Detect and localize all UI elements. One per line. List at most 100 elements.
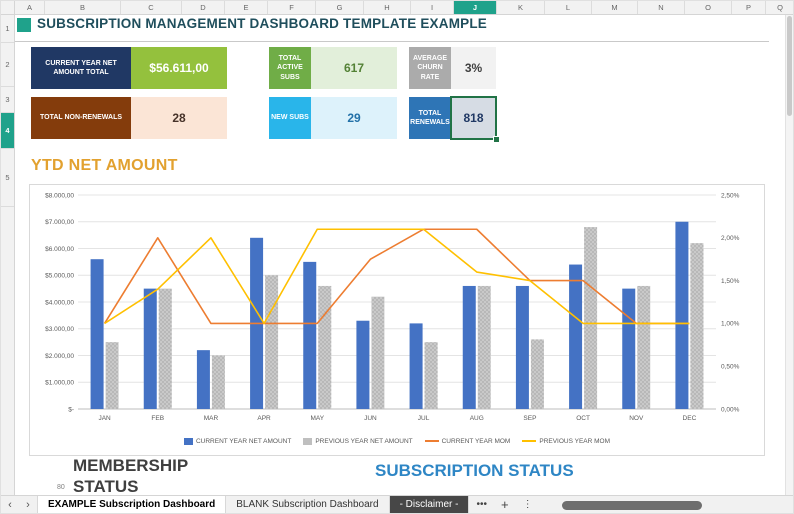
subscription-status-title: SUBSCRIPTION STATUS xyxy=(375,461,574,480)
vertical-scrollbar-thumb[interactable] xyxy=(787,16,792,116)
kpi-total-non-renewals-label[interactable]: TOTAL NON-RENEWALS xyxy=(31,97,131,139)
column-header-k[interactable]: K xyxy=(497,1,545,14)
tab-example-subscription-dashboard[interactable]: EXAMPLE Subscription Dashboard xyxy=(37,496,227,513)
svg-text:$1.000,00: $1.000,00 xyxy=(45,380,74,387)
column-header-j[interactable]: J xyxy=(454,1,497,14)
column-header-m[interactable]: M xyxy=(592,1,638,14)
column-header-a[interactable]: A xyxy=(15,1,45,14)
more-tabs-button[interactable]: ••• xyxy=(476,499,487,510)
ytd-net-amount-chart[interactable]: $8.000,00 $7.000,00 $6.000,00 $5.000,00 $4.0… xyxy=(29,184,765,456)
svg-text:$6.000,00: $6.000,00 xyxy=(45,246,74,253)
tab-disclaimer[interactable]: - Disclaimer - xyxy=(389,496,470,513)
kpi-average-churn-rate-label[interactable]: AVERAGE CHURN RATE xyxy=(409,47,451,89)
svg-text:0,50%: 0,50% xyxy=(721,364,740,371)
legend-label: PREVIOUS YEAR NET AMOUNT xyxy=(315,437,413,445)
svg-text:$3.000,00: $3.000,00 xyxy=(45,326,74,333)
kpi-new-subs-value[interactable]: 29 xyxy=(311,97,397,139)
sheet-tab-bar: ‹ › EXAMPLE Subscription Dashboard BLANK… xyxy=(1,495,793,513)
title-underline xyxy=(15,41,769,42)
sheet-menu-button[interactable]: ⋮ xyxy=(522,499,533,510)
svg-text:DEC: DEC xyxy=(683,415,697,422)
legend-item: CURRENT YEAR NET AMOUNT xyxy=(183,437,292,445)
svg-text:2,00%: 2,00% xyxy=(721,235,740,242)
kpi-total-renewals-label[interactable]: TOTAL RENEWALS xyxy=(409,97,451,139)
svg-text:MAR: MAR xyxy=(204,415,219,422)
legend-marker-icon xyxy=(303,437,313,445)
column-header-f[interactable]: F xyxy=(268,1,316,14)
title-accent-cell[interactable] xyxy=(17,18,31,32)
horizontal-scrollbar[interactable] xyxy=(548,501,781,510)
svg-text:JUL: JUL xyxy=(418,415,430,422)
ytd-net-amount-title: YTD NET AMOUNT xyxy=(31,157,178,174)
legend-marker-icon xyxy=(183,437,193,445)
chart-legend: CURRENT YEAR NET AMOUNT PREVIOUS YEAR NET… xyxy=(30,431,764,451)
column-header-c[interactable]: C xyxy=(121,1,182,14)
svg-text:2,50%: 2,50% xyxy=(721,192,740,199)
column-header-q[interactable]: Q xyxy=(766,1,793,14)
row-header-1[interactable]: 1 xyxy=(1,15,14,43)
tab-blank-subscription-dashboard[interactable]: BLANK Subscription Dashboard xyxy=(226,496,390,513)
svg-text:$7.000,00: $7.000,00 xyxy=(45,219,74,226)
kpi-total-non-renewals-value[interactable]: 28 xyxy=(131,97,227,139)
legend-item: PREVIOUS YEAR NET AMOUNT xyxy=(303,437,413,445)
partial-axis-label: 80 xyxy=(57,484,65,491)
svg-text:0,00%: 0,00% xyxy=(721,406,740,413)
selection-fill-handle[interactable] xyxy=(493,136,500,143)
vertical-scrollbar[interactable] xyxy=(785,14,793,495)
column-header-h[interactable]: H xyxy=(364,1,411,14)
add-sheet-button[interactable]: + xyxy=(500,497,509,512)
svg-text:MAY: MAY xyxy=(310,415,324,422)
membership-status-title: MEMBERSHIP STATUS xyxy=(73,456,188,496)
svg-text:$2.000,00: $2.000,00 xyxy=(45,353,74,360)
column-header-o[interactable]: O xyxy=(685,1,732,14)
svg-text:$-: $- xyxy=(68,406,74,413)
column-header-p[interactable]: P xyxy=(732,1,766,14)
sheet-nav-right-icon[interactable]: › xyxy=(26,499,30,511)
svg-text:SEP: SEP xyxy=(523,415,536,422)
select-all-corner[interactable] xyxy=(1,1,15,14)
column-header-i[interactable]: I xyxy=(411,1,454,14)
svg-text:$4.000,00: $4.000,00 xyxy=(45,299,74,306)
legend-item: PREVIOUS YEAR MOM xyxy=(522,438,610,445)
kpi-current-year-net-amount-value[interactable]: $56.611,00 xyxy=(131,47,227,89)
row-header-4[interactable]: 4 xyxy=(1,113,14,149)
svg-text:JUN: JUN xyxy=(364,415,377,422)
page-title: SUBSCRIPTION MANAGEMENT DASHBOARD TEMPLA… xyxy=(37,16,488,31)
legend-label: CURRENT YEAR MOM xyxy=(441,437,511,445)
ytd-chart-svg: $8.000,00 $7.000,00 $6.000,00 $5.000,00 $4.0… xyxy=(45,192,740,422)
kpi-total-renewals-value-selected-cell[interactable]: 818 xyxy=(450,96,497,140)
kpi-total-active-subs-label[interactable]: TOTAL ACTIVE SUBS xyxy=(269,47,311,89)
column-header-d[interactable]: D xyxy=(182,1,225,14)
row-header-5[interactable]: 5 xyxy=(1,149,14,207)
legend-label: PREVIOUS YEAR MOM xyxy=(539,437,611,445)
svg-text:FEB: FEB xyxy=(151,415,164,422)
column-header-n[interactable]: N xyxy=(638,1,685,14)
kpi-new-subs-label[interactable]: NEW SUBS xyxy=(269,97,311,139)
svg-text:$8.000,00: $8.000,00 xyxy=(45,192,74,199)
kpi-current-year-net-amount-label[interactable]: CURRENT YEAR NET AMOUNT TOTAL xyxy=(31,47,131,89)
row-header-2[interactable]: 2 xyxy=(1,43,14,87)
kpi-average-churn-rate-value[interactable]: 3% xyxy=(451,47,496,89)
svg-text:1,00%: 1,00% xyxy=(721,321,740,328)
column-header-b[interactable]: B xyxy=(45,1,121,14)
svg-text:JAN: JAN xyxy=(98,415,111,422)
svg-text:1,50%: 1,50% xyxy=(721,278,740,285)
column-header-l[interactable]: L xyxy=(545,1,592,14)
column-header-g[interactable]: G xyxy=(316,1,364,14)
svg-text:NOV: NOV xyxy=(629,415,644,422)
kpi-total-active-subs-value[interactable]: 617 xyxy=(311,47,397,89)
legend-label: CURRENT YEAR NET AMOUNT xyxy=(195,437,292,445)
legend-item: CURRENT YEAR MOM xyxy=(424,437,511,445)
sheet-nav-left-icon[interactable]: ‹ xyxy=(8,499,12,511)
svg-text:$5.000,00: $5.000,00 xyxy=(45,273,74,280)
legend-marker-icon xyxy=(424,440,439,442)
row-header-3[interactable]: 3 xyxy=(1,87,14,113)
column-header-e[interactable]: E xyxy=(225,1,268,14)
legend-marker-icon xyxy=(522,440,537,442)
svg-text:APR: APR xyxy=(257,415,271,422)
horizontal-scrollbar-thumb[interactable] xyxy=(561,501,702,510)
